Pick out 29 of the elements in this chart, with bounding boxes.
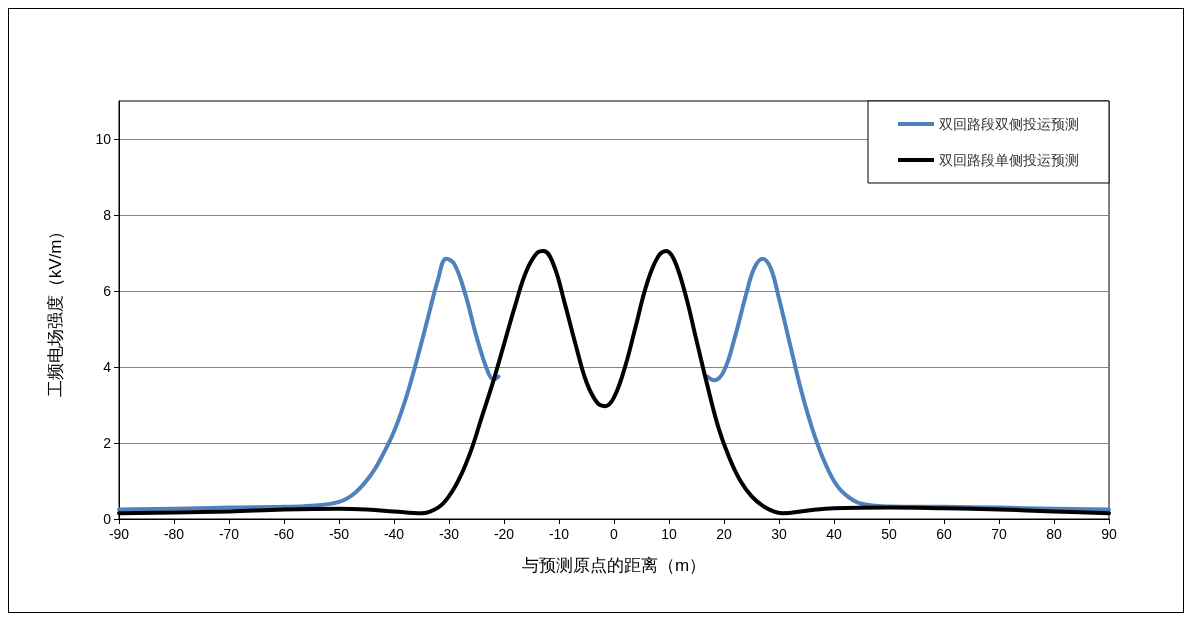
y-tick-label: 8 bbox=[103, 207, 112, 223]
x-tick-label: 30 bbox=[771, 526, 787, 542]
y-tick-label: 6 bbox=[103, 283, 112, 299]
y-tick-label: 0 bbox=[103, 511, 112, 527]
x-tick-label: 0 bbox=[610, 526, 619, 542]
x-tick-label: -40 bbox=[383, 526, 405, 542]
x-tick-label: -10 bbox=[548, 526, 570, 542]
x-tick-label: 70 bbox=[991, 526, 1007, 542]
x-tick-label: 80 bbox=[1046, 526, 1062, 542]
x-tick-label: -80 bbox=[163, 526, 185, 542]
x-tick-label: -50 bbox=[328, 526, 350, 542]
legend-label: 双回路段单侧投运预测 bbox=[939, 152, 1079, 168]
x-tick-label: 40 bbox=[826, 526, 842, 542]
x-tick-label: 50 bbox=[881, 526, 897, 542]
y-tick-label: 4 bbox=[103, 359, 112, 375]
x-axis-title: 与预测原点的距离（m） bbox=[521, 556, 707, 575]
x-tick-label: 10 bbox=[661, 526, 677, 542]
x-tick-label: 60 bbox=[936, 526, 952, 542]
x-tick-label: 90 bbox=[1101, 526, 1117, 542]
x-tick-label: -30 bbox=[438, 526, 460, 542]
y-axis-title: 工频电场强度（kV/m） bbox=[46, 222, 65, 398]
x-tick-label: -70 bbox=[218, 526, 240, 542]
x-tick-label: 20 bbox=[716, 526, 732, 542]
y-tick-label: 10 bbox=[95, 131, 112, 147]
x-tick-label: -60 bbox=[273, 526, 295, 542]
y-tick-label: 2 bbox=[103, 435, 112, 451]
x-tick-label: -20 bbox=[493, 526, 515, 542]
legend-label: 双回路段双侧投运预测 bbox=[939, 116, 1079, 132]
x-tick-label: -90 bbox=[108, 526, 130, 542]
